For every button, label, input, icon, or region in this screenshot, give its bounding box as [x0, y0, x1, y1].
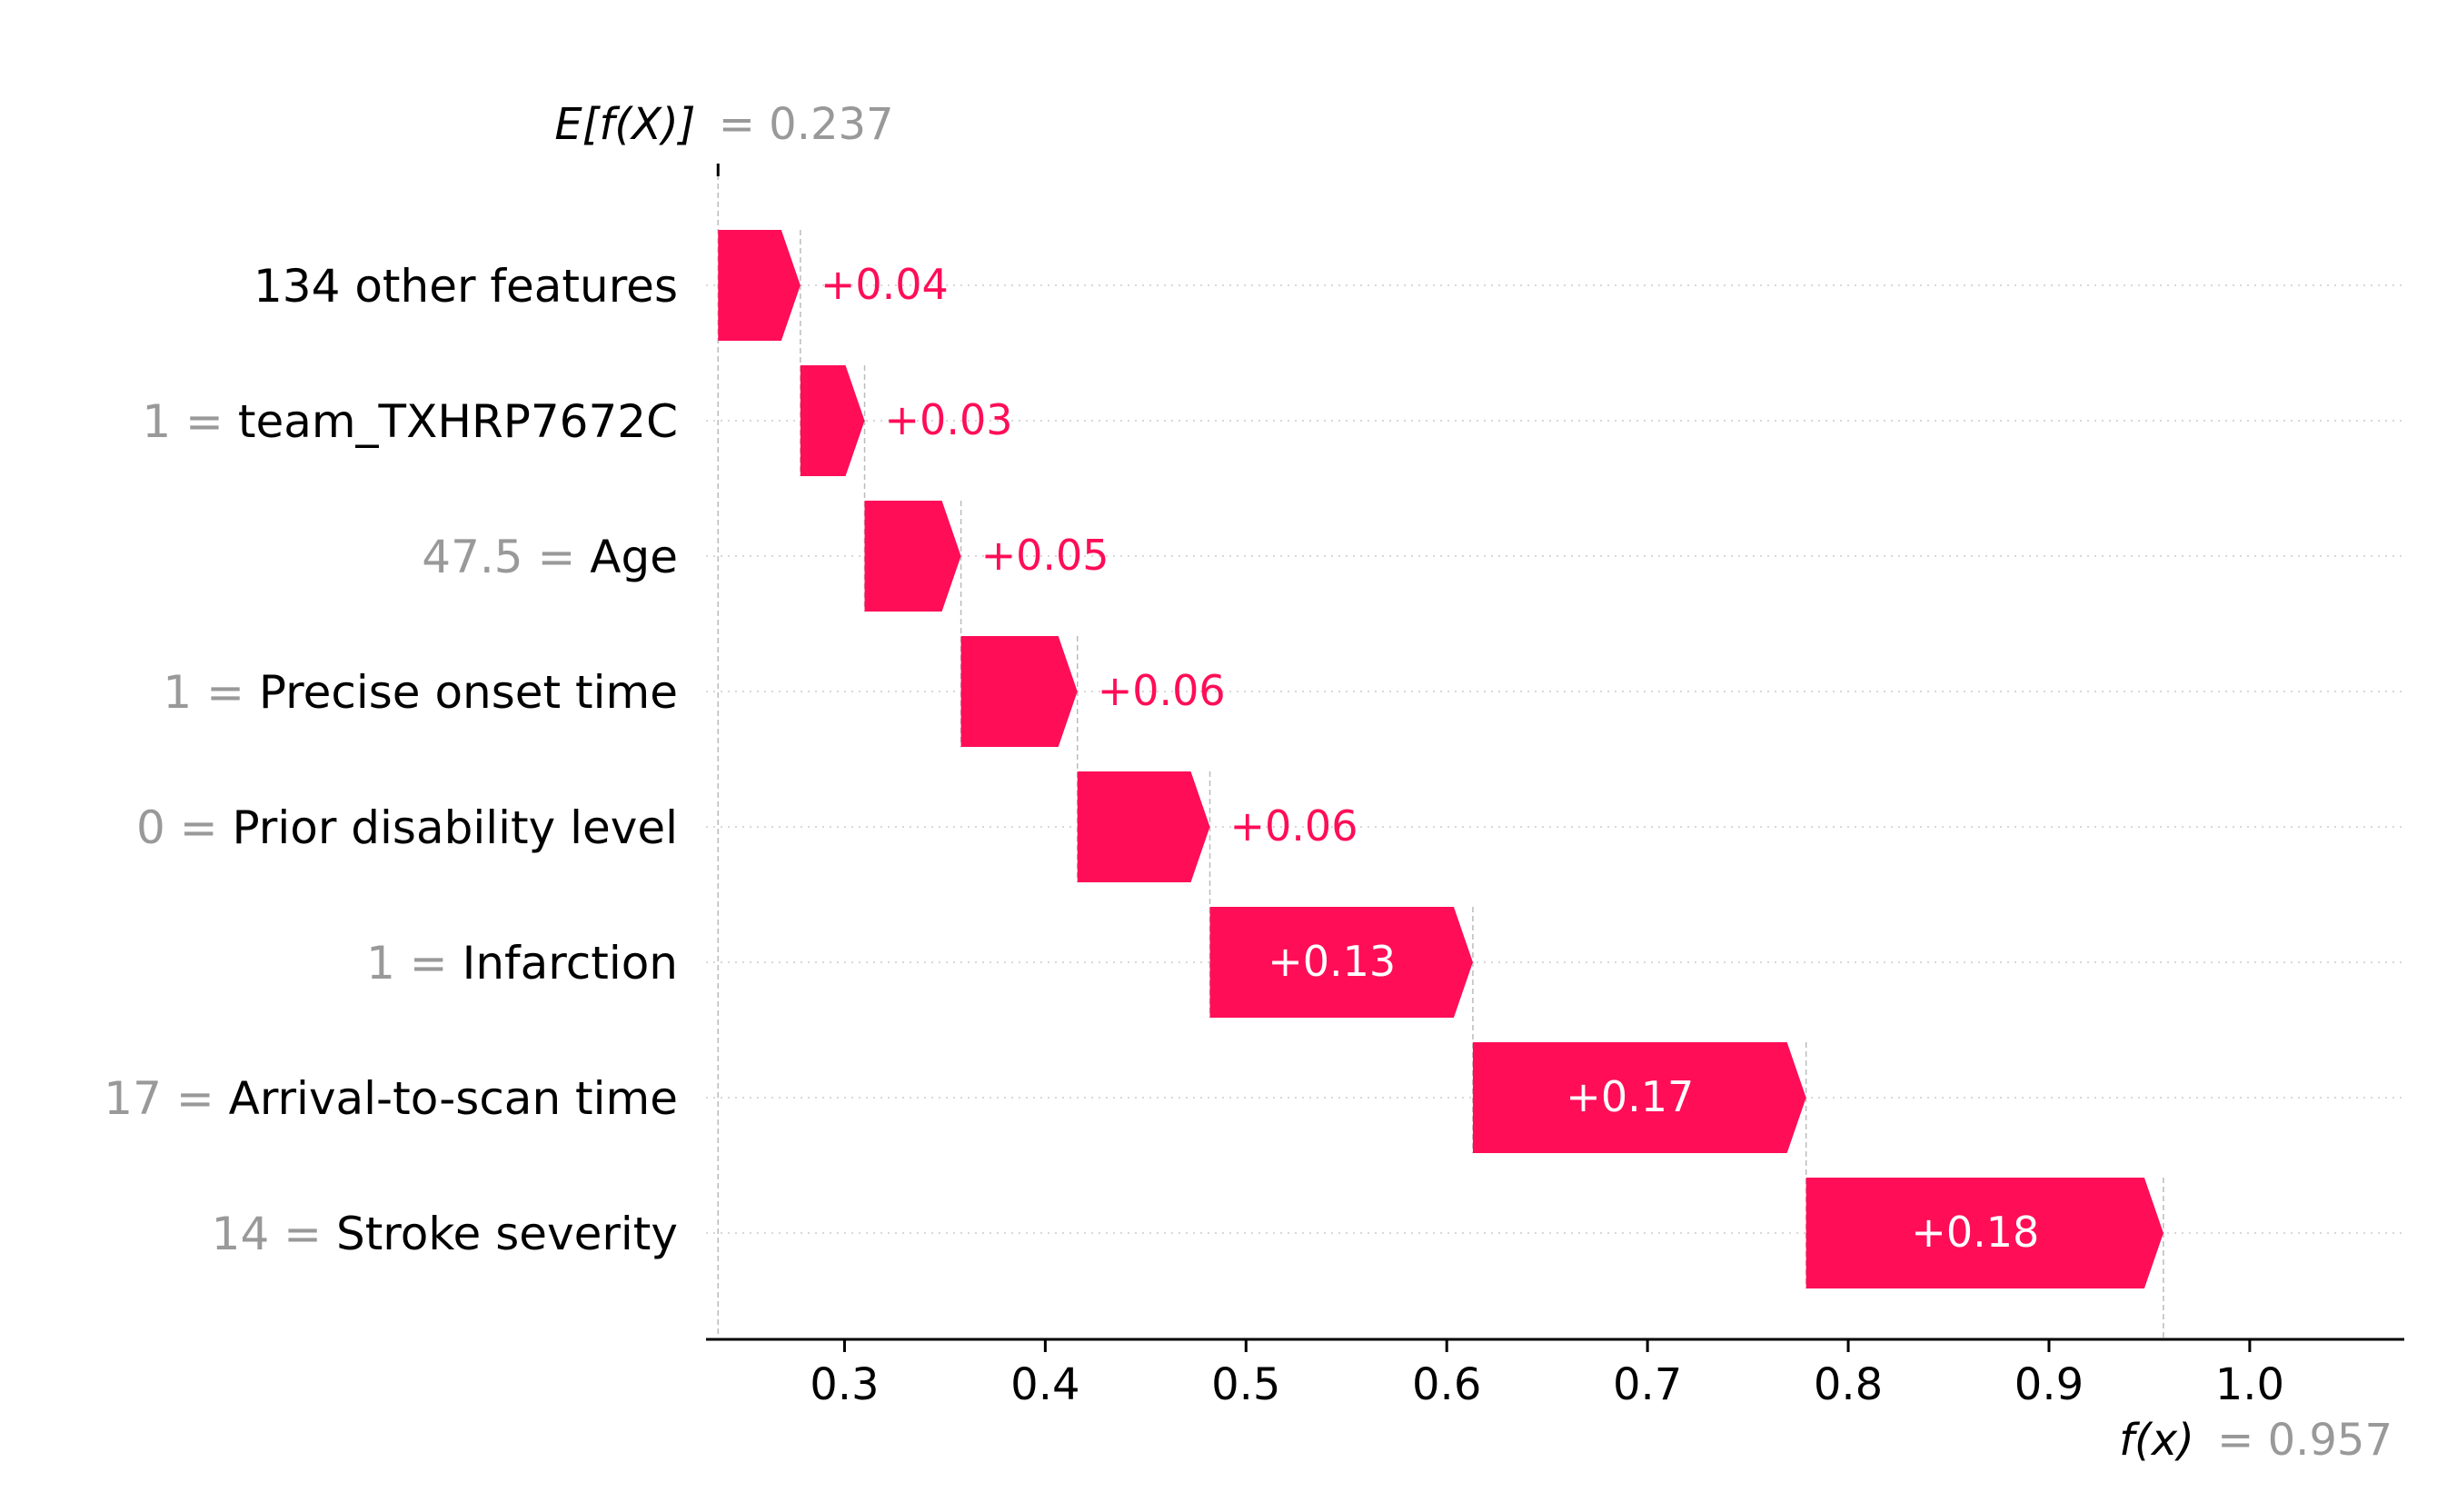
- contribution-label: +0.06: [1230, 801, 1358, 850]
- contribution-label: +0.13: [1268, 937, 1396, 986]
- output-value-label: f(x) = 0.957: [2119, 1415, 2392, 1466]
- contribution-bar: [864, 501, 961, 612]
- x-tick-label: 0.9: [2014, 1359, 2084, 1410]
- labels-layer: +0.04 134 other features +0.03 1 = team_TXH…: [104, 260, 2039, 1260]
- base-value-label: E[f(X)] = 0.237: [554, 99, 893, 150]
- contribution-bar: [960, 636, 1078, 747]
- contribution-label: +0.03: [885, 395, 1013, 444]
- feature-name: Prior disability level: [233, 801, 678, 854]
- x-tick-label: 0.5: [1211, 1359, 1280, 1410]
- feature-label: 14 = Stroke severity: [212, 1208, 678, 1260]
- contribution-bar: [1077, 771, 1210, 882]
- contribution-label: +0.18: [1911, 1208, 2039, 1257]
- contribution-label: +0.04: [821, 260, 949, 309]
- x-tick-label: 0.6: [1412, 1359, 1481, 1410]
- x-tick-label: 0.7: [1613, 1359, 1682, 1410]
- x-tick-label: 0.4: [1010, 1359, 1079, 1410]
- feature-value: 17 =: [104, 1072, 228, 1125]
- feature-label: 1 = Infarction: [366, 937, 678, 990]
- output-value-expr: f(x): [2119, 1415, 2194, 1466]
- output-value-number: = 0.957: [2217, 1415, 2392, 1466]
- feature-name: Stroke severity: [336, 1208, 678, 1260]
- feature-name: 134 other features: [254, 260, 678, 313]
- contribution-label: +0.05: [981, 531, 1109, 580]
- feature-name: Precise onset time: [259, 666, 678, 719]
- contribution-bar: [718, 230, 801, 341]
- x-tick-label: 1.0: [2215, 1359, 2284, 1410]
- contribution-label: +0.17: [1566, 1072, 1694, 1121]
- feature-name: team_TXHRP7672C: [238, 395, 678, 448]
- contribution-bar: [1209, 907, 1473, 1018]
- feature-label: 47.5 = Age: [422, 531, 678, 583]
- contribution-bar: [800, 365, 865, 476]
- feature-value: 1 =: [163, 666, 259, 719]
- feature-value: 1 =: [366, 937, 463, 990]
- contribution-bar: [1805, 1178, 2164, 1288]
- feature-name: Age: [590, 531, 678, 583]
- grid-layer: [706, 164, 2404, 1338]
- bars-layer: [718, 230, 2164, 1288]
- contribution-label: +0.06: [1098, 666, 1226, 715]
- feature-value: 14 =: [212, 1208, 336, 1260]
- feature-value: 47.5 =: [422, 531, 590, 583]
- contribution-bar: [1472, 1042, 1806, 1153]
- base-value-expr: E[f(X)]: [554, 99, 695, 150]
- feature-label: 0 = Prior disability level: [136, 801, 678, 854]
- feature-value: 1 =: [142, 395, 238, 448]
- feature-label: 134 other features: [254, 260, 678, 313]
- x-tick-label: 0.8: [1814, 1359, 1883, 1410]
- feature-name: Infarction: [463, 937, 678, 990]
- x-axis: 0.3 0.4 0.5 0.6 0.7 0.8 0.9 1.0: [706, 1338, 2404, 1410]
- base-value-number: = 0.237: [719, 99, 894, 150]
- feature-label: 1 = Precise onset time: [163, 666, 678, 719]
- feature-name: Arrival-to-scan time: [229, 1072, 678, 1125]
- feature-label: 17 = Arrival-to-scan time: [104, 1072, 678, 1125]
- x-tick-label: 0.3: [810, 1359, 879, 1410]
- feature-label: 1 = team_TXHRP7672C: [142, 395, 678, 448]
- feature-value: 0 =: [136, 801, 233, 854]
